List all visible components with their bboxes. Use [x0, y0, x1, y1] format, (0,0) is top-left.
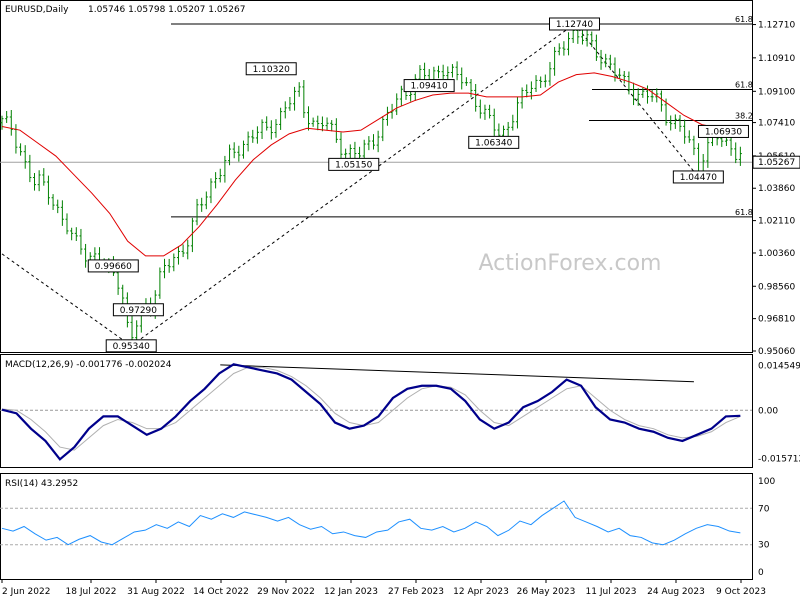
- price-header-symbol: EURUSD,Daily: [5, 5, 69, 15]
- rsi-tick-label: 100: [758, 477, 775, 487]
- price-annotation-box: [328, 157, 380, 171]
- fib-label: 61.8: [735, 208, 753, 217]
- fib-label: 38.2: [735, 112, 753, 121]
- rsi-panel-frame: [0, 473, 753, 580]
- price-annotation-label: 1.10320: [253, 65, 290, 75]
- trend-line: [1, 253, 132, 347]
- price-annotation-box: [105, 339, 157, 353]
- price-tick-label: 1.02110: [758, 217, 795, 227]
- macd-trendline: [220, 364, 694, 383]
- date-tick-label: 18 Jul 2022: [66, 587, 117, 597]
- price-annotation-label: 1.06340: [475, 138, 512, 148]
- date-tick-label: 14 Oct 2022: [193, 587, 249, 597]
- macd-tick-label: 0.00: [758, 406, 778, 416]
- price-panel: 61.8 61.8 38.2 61.8 0.95340 0.99660 0.97290 1.1…: [0, 15, 753, 353]
- price-annotation-label: 1.05150: [335, 160, 372, 170]
- trend-line: [130, 23, 575, 347]
- price-annotation-label: 1.12740: [556, 20, 593, 30]
- date-tick-label: 2 Jun 2022: [2, 587, 50, 597]
- price-tick-label: 0.98560: [758, 282, 795, 292]
- price-annotation-box: [403, 79, 455, 93]
- macd-line: [1, 363, 741, 461]
- moving-average-line: [1, 72, 746, 257]
- price-annotation-box: [549, 17, 601, 31]
- current-price-box: [752, 155, 800, 169]
- rsi-tick-label: 70: [758, 504, 770, 514]
- macd-tick-label: -0.015712: [758, 454, 800, 464]
- rsi-header: RSI(14) 43.2952: [5, 479, 78, 489]
- price-annotation-box: [245, 62, 297, 76]
- axes: 1.127101.109101.091001.074101.056101.038…: [1, 21, 800, 597]
- price-tick-label: 0.96810: [758, 315, 795, 325]
- macd-tick-label: 0.014549: [758, 362, 800, 372]
- date-tick-label: 11 Jul 2023: [586, 587, 637, 597]
- price-annotation-label: 1.09410: [411, 82, 448, 92]
- rsi-tick-label: 30: [758, 541, 770, 551]
- trend-line: [574, 23, 699, 178]
- price-tick-label: 1.09100: [758, 87, 795, 97]
- date-tick-label: 9 Oct 2023: [716, 587, 766, 597]
- macd-panel-frame: [0, 354, 753, 468]
- rsi-tick-label: 0: [758, 568, 764, 578]
- price-tick-label: 1.12710: [758, 21, 795, 31]
- price-annotation-box: [112, 303, 164, 317]
- price-annotation-label: 0.99660: [95, 262, 132, 272]
- price-panel-frame: [0, 0, 753, 353]
- date-tick-label: 12 Jan 2023: [324, 587, 378, 597]
- price-annotation-box: [672, 170, 724, 184]
- fib-label: 61.8: [735, 15, 753, 24]
- rsi-line: [1, 500, 741, 546]
- date-tick-label: 26 May 2023: [517, 587, 576, 597]
- price-annotation-box: [87, 259, 139, 273]
- date-tick-label: 27 Feb 2023: [388, 587, 444, 597]
- price-annotation-label: 0.95340: [113, 342, 150, 352]
- price-header-ohlc: 1.05746 1.05798 1.05207 1.05267: [88, 5, 245, 15]
- fib-label: 61.8: [735, 80, 753, 89]
- watermark: ActionForex.com: [479, 251, 662, 276]
- price-annotation-label: 1.06930: [705, 127, 742, 137]
- price-tick-label: 1.03860: [758, 184, 795, 194]
- date-tick-label: 29 Nov 2022: [257, 587, 315, 597]
- date-tick-label: 24 Aug 2023: [647, 587, 705, 597]
- price-annotation-label: 1.04470: [680, 173, 717, 183]
- macd-panel: [0, 363, 752, 461]
- date-tick-label: 31 Aug 2022: [127, 587, 185, 597]
- price-tick-label: 1.10910: [758, 54, 795, 64]
- date-tick-label: 12 Apr 2023: [453, 587, 509, 597]
- price-tick-label: 1.00360: [758, 249, 795, 259]
- price-annotation-box: [468, 135, 520, 149]
- price-tick-label: 0.95060: [758, 347, 795, 357]
- macd-header: MACD(12,26,9) -0.001776 -0.002024: [5, 360, 172, 370]
- price-tick-label: 1.07410: [758, 119, 795, 129]
- current-price-label: 1.05267: [758, 158, 795, 168]
- price-annotation-label: 0.97290: [120, 306, 157, 316]
- rsi-panel: [0, 500, 752, 546]
- price-annotation-box: [697, 124, 749, 138]
